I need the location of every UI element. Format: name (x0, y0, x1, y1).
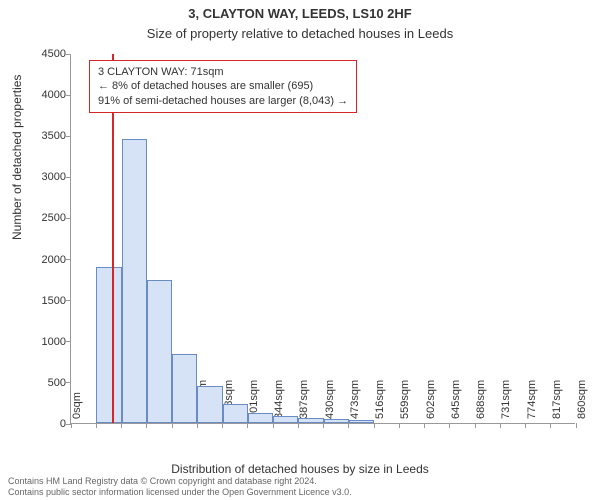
x-tick-mark (576, 423, 577, 428)
x-tick-label: 860sqm (576, 380, 588, 419)
y-tick-mark (66, 95, 71, 96)
chart-plot-area: 0sqm43sqm86sqm129sqm172sqm215sqm258sqm30… (70, 54, 575, 424)
x-tick-label: 559sqm (399, 380, 411, 419)
x-tick-label: 774sqm (526, 380, 538, 419)
y-tick-mark (66, 54, 71, 55)
annotation-line: ← 8% of detached houses are smaller (695… (98, 79, 348, 93)
x-tick-label: 0sqm (71, 392, 83, 419)
y-tick-label: 2000 (6, 254, 66, 266)
x-tick-mark (121, 423, 122, 428)
x-tick-mark (374, 423, 375, 428)
x-tick-mark (71, 423, 72, 428)
y-tick-label: 0 (6, 418, 66, 430)
x-tick-mark (273, 423, 274, 428)
annotation-line: 3 CLAYTON WAY: 71sqm (98, 65, 348, 79)
y-tick-mark (66, 300, 71, 301)
histogram-bar (223, 404, 248, 423)
x-tick-label: 645sqm (450, 380, 462, 419)
x-tick-mark (172, 423, 173, 428)
histogram-bar (248, 413, 273, 423)
x-tick-label: 688sqm (475, 380, 487, 419)
x-tick-mark (525, 423, 526, 428)
y-tick-mark (66, 177, 71, 178)
histogram-bar (147, 280, 172, 423)
histogram-bar (172, 354, 197, 423)
histogram-bar (96, 267, 121, 423)
x-tick-label: 516sqm (374, 380, 386, 419)
x-tick-mark (500, 423, 501, 428)
x-tick-mark (323, 423, 324, 428)
footer-attribution: Contains HM Land Registry data © Crown c… (8, 476, 592, 498)
histogram-bar (273, 416, 298, 423)
y-tick-label: 2500 (6, 212, 66, 224)
histogram-bar (122, 139, 147, 423)
x-tick-mark (222, 423, 223, 428)
y-tick-label: 500 (6, 377, 66, 389)
x-tick-mark (449, 423, 450, 428)
y-tick-label: 4000 (6, 89, 66, 101)
x-tick-mark (550, 423, 551, 428)
y-tick-label: 1500 (6, 295, 66, 307)
annotation-box: 3 CLAYTON WAY: 71sqm← 8% of detached hou… (89, 60, 357, 113)
x-tick-label: 731sqm (500, 380, 512, 419)
x-tick-mark (146, 423, 147, 428)
histogram-bar (298, 418, 323, 423)
y-tick-label: 4500 (6, 48, 66, 60)
chart-title: 3, CLAYTON WAY, LEEDS, LS10 2HF (0, 6, 600, 21)
y-tick-mark (66, 136, 71, 137)
histogram-bar (349, 420, 374, 423)
footer-line: Contains public sector information licen… (8, 487, 592, 498)
x-tick-label: 602sqm (425, 380, 437, 419)
x-tick-mark (298, 423, 299, 428)
x-tick-label: 473sqm (349, 380, 361, 419)
x-tick-label: 430sqm (324, 380, 336, 419)
y-tick-label: 3500 (6, 130, 66, 142)
y-tick-mark (66, 218, 71, 219)
histogram-bar (197, 386, 222, 423)
footer-line: Contains HM Land Registry data © Crown c… (8, 476, 592, 487)
histogram-bar (324, 419, 349, 423)
x-tick-mark (475, 423, 476, 428)
y-tick-mark (66, 259, 71, 260)
x-tick-mark (399, 423, 400, 428)
y-tick-label: 3000 (6, 171, 66, 183)
x-tick-label: 817sqm (551, 380, 563, 419)
x-tick-mark (96, 423, 97, 428)
x-tick-mark (348, 423, 349, 428)
x-tick-label: 387sqm (298, 380, 310, 419)
x-tick-mark (247, 423, 248, 428)
y-tick-mark (66, 341, 71, 342)
x-tick-mark (424, 423, 425, 428)
y-tick-mark (66, 382, 71, 383)
x-tick-label: 344sqm (273, 380, 285, 419)
x-tick-mark (197, 423, 198, 428)
chart-subtitle: Size of property relative to detached ho… (0, 26, 600, 41)
annotation-line: 91% of semi-detached houses are larger (… (98, 94, 348, 108)
x-axis-label: Distribution of detached houses by size … (0, 462, 600, 476)
y-tick-label: 1000 (6, 336, 66, 348)
